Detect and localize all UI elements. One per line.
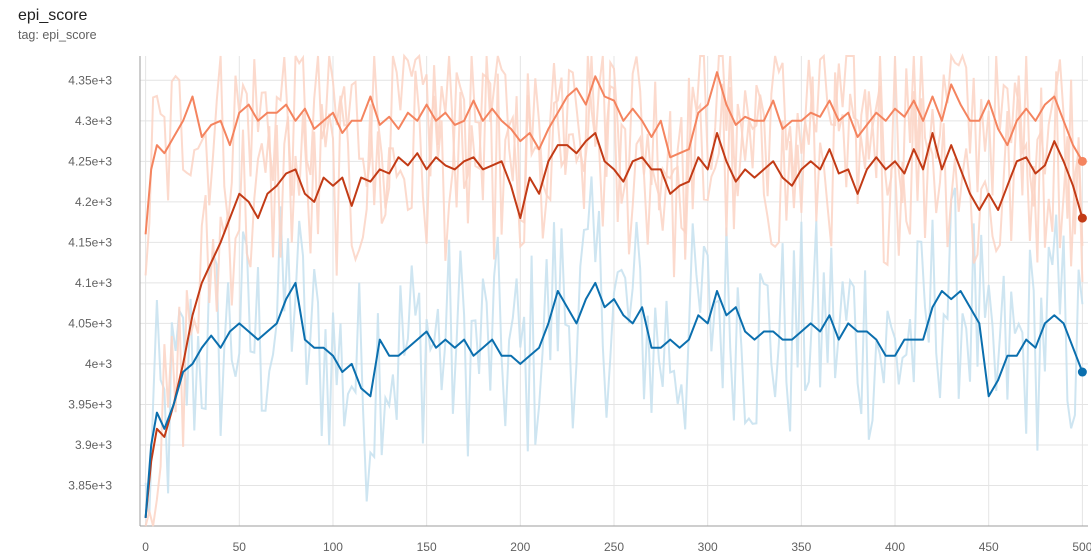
y-tick-label: 4.25e+3 [68,154,112,168]
axes [139,56,1088,527]
x-axis-ticks: 0 50 100 150 200 250 300 350 400 450 500 [142,540,1091,554]
y-tick-label: 4.15e+3 [68,235,112,249]
series-line-1[interactable] [144,132,1084,518]
x-tick-label: 50 [233,540,247,554]
raw-series-line [144,55,1084,527]
series-endpoint-1 [1077,213,1087,223]
smoothed-series[interactable] [144,71,1084,518]
y-tick-label: 4.35e+3 [68,73,112,87]
x-tick-label: 200 [510,540,530,554]
series-endpoints [1077,156,1087,377]
x-tick-label: 150 [417,540,437,554]
x-tick-label: 0 [142,540,149,554]
x-tick-label: 350 [791,540,811,554]
series-endpoint-2 [1077,367,1087,377]
x-tick-label: 400 [885,540,905,554]
y-tick-label: 3.95e+3 [68,397,112,411]
raw-series-line [144,176,1084,514]
y-tick-label: 4e+3 [85,357,112,371]
y-axis-ticks: 3.85e+3 3.9e+3 3.95e+3 4e+3 4.05e+3 4.1e+3 4.1… [68,73,112,492]
raw-series [144,52,1084,527]
y-tick-label: 3.9e+3 [75,438,112,452]
raw-series-line [144,52,1084,276]
series-line-2[interactable] [144,281,1084,518]
x-tick-label: 450 [979,540,999,554]
y-tick-label: 4.2e+3 [75,195,112,209]
x-tick-label: 300 [698,540,718,554]
x-tick-label: 100 [323,540,343,554]
y-tick-label: 3.85e+3 [68,478,112,492]
y-tick-label: 4.05e+3 [68,316,112,330]
series-line-0[interactable] [144,71,1084,235]
y-tick-label: 4.1e+3 [75,276,112,290]
y-tick-label: 4.3e+3 [75,114,112,128]
x-tick-label: 250 [604,540,624,554]
card-tag: tag: epi_score [18,28,97,42]
card-title: epi_score [18,7,88,24]
series-endpoint-0 [1077,156,1087,166]
x-tick-label: 500 [1072,540,1091,554]
